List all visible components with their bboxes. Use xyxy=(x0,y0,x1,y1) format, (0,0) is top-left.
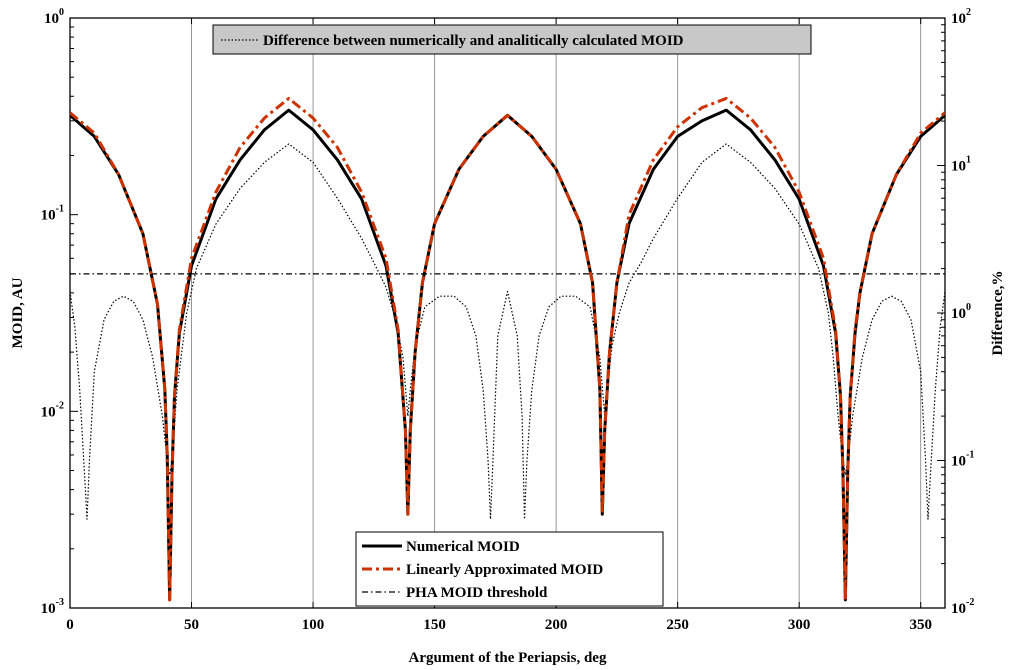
y-left-tick-label--3: 10-3 xyxy=(41,597,64,617)
y-left-tick-label-0: 100 xyxy=(44,7,64,27)
legend-label-numerical: Numerical MOID xyxy=(406,539,520,555)
x-tick-label-350: 350 xyxy=(909,617,932,633)
y-left-tick-labels: 10-3 10-2 10-1 100 xyxy=(41,7,64,617)
x-axis-label: Argument of the Periapsis, deg xyxy=(409,650,607,666)
legend-bottom: Numerical MOID Linearly Approximated MOI… xyxy=(355,531,664,607)
x-tick-labels: 0 50 100 150 200 250 300 350 xyxy=(66,617,932,633)
legend-label-threshold: PHA MOID threshold xyxy=(406,585,548,601)
y-left-axis-label: MOID, AU xyxy=(10,277,26,348)
y-left-tick-label--1: 10-1 xyxy=(41,204,64,224)
series-difference-between-numerically-and-analitically-calculated-moid xyxy=(70,143,945,520)
legend-top-box xyxy=(212,24,812,55)
axis-ticks xyxy=(69,18,945,609)
y-right-tick-labels: 10-2 10-1 100 101 102 xyxy=(951,7,974,617)
plot-frame xyxy=(69,17,946,609)
x-tick-label-250: 250 xyxy=(666,617,689,633)
x-tick-label-100: 100 xyxy=(302,617,325,633)
y-right-tick-label-0: 100 xyxy=(951,302,971,322)
x-tick-label-200: 200 xyxy=(545,617,568,633)
series-group xyxy=(70,96,945,602)
x-tick-label-0: 0 xyxy=(66,617,74,633)
y-right-tick-label--1: 10-1 xyxy=(951,450,974,470)
series-linearly-approximated-moid xyxy=(70,96,945,602)
y-left-tick-label--2: 10-2 xyxy=(41,400,64,420)
y-right-axis-label: Difference,% xyxy=(990,270,1006,355)
y-right-tick-label-1: 101 xyxy=(951,155,971,175)
series-numerical-moid xyxy=(70,108,945,602)
y-right-tick-label-2: 102 xyxy=(951,7,971,27)
x-tick-label-150: 150 xyxy=(423,617,446,633)
x-tick-label-50: 50 xyxy=(184,617,199,633)
legend-top-label-difference: Difference between numerically and anali… xyxy=(263,33,684,49)
x-tick-label-300: 300 xyxy=(788,617,811,633)
legend-bottom-box xyxy=(355,531,664,607)
y-right-tick-label--2: 10-2 xyxy=(951,597,974,617)
legend-label-linear: Linearly Approximated MOID xyxy=(406,562,603,578)
legend-top: Difference between numerically and anali… xyxy=(212,24,812,55)
